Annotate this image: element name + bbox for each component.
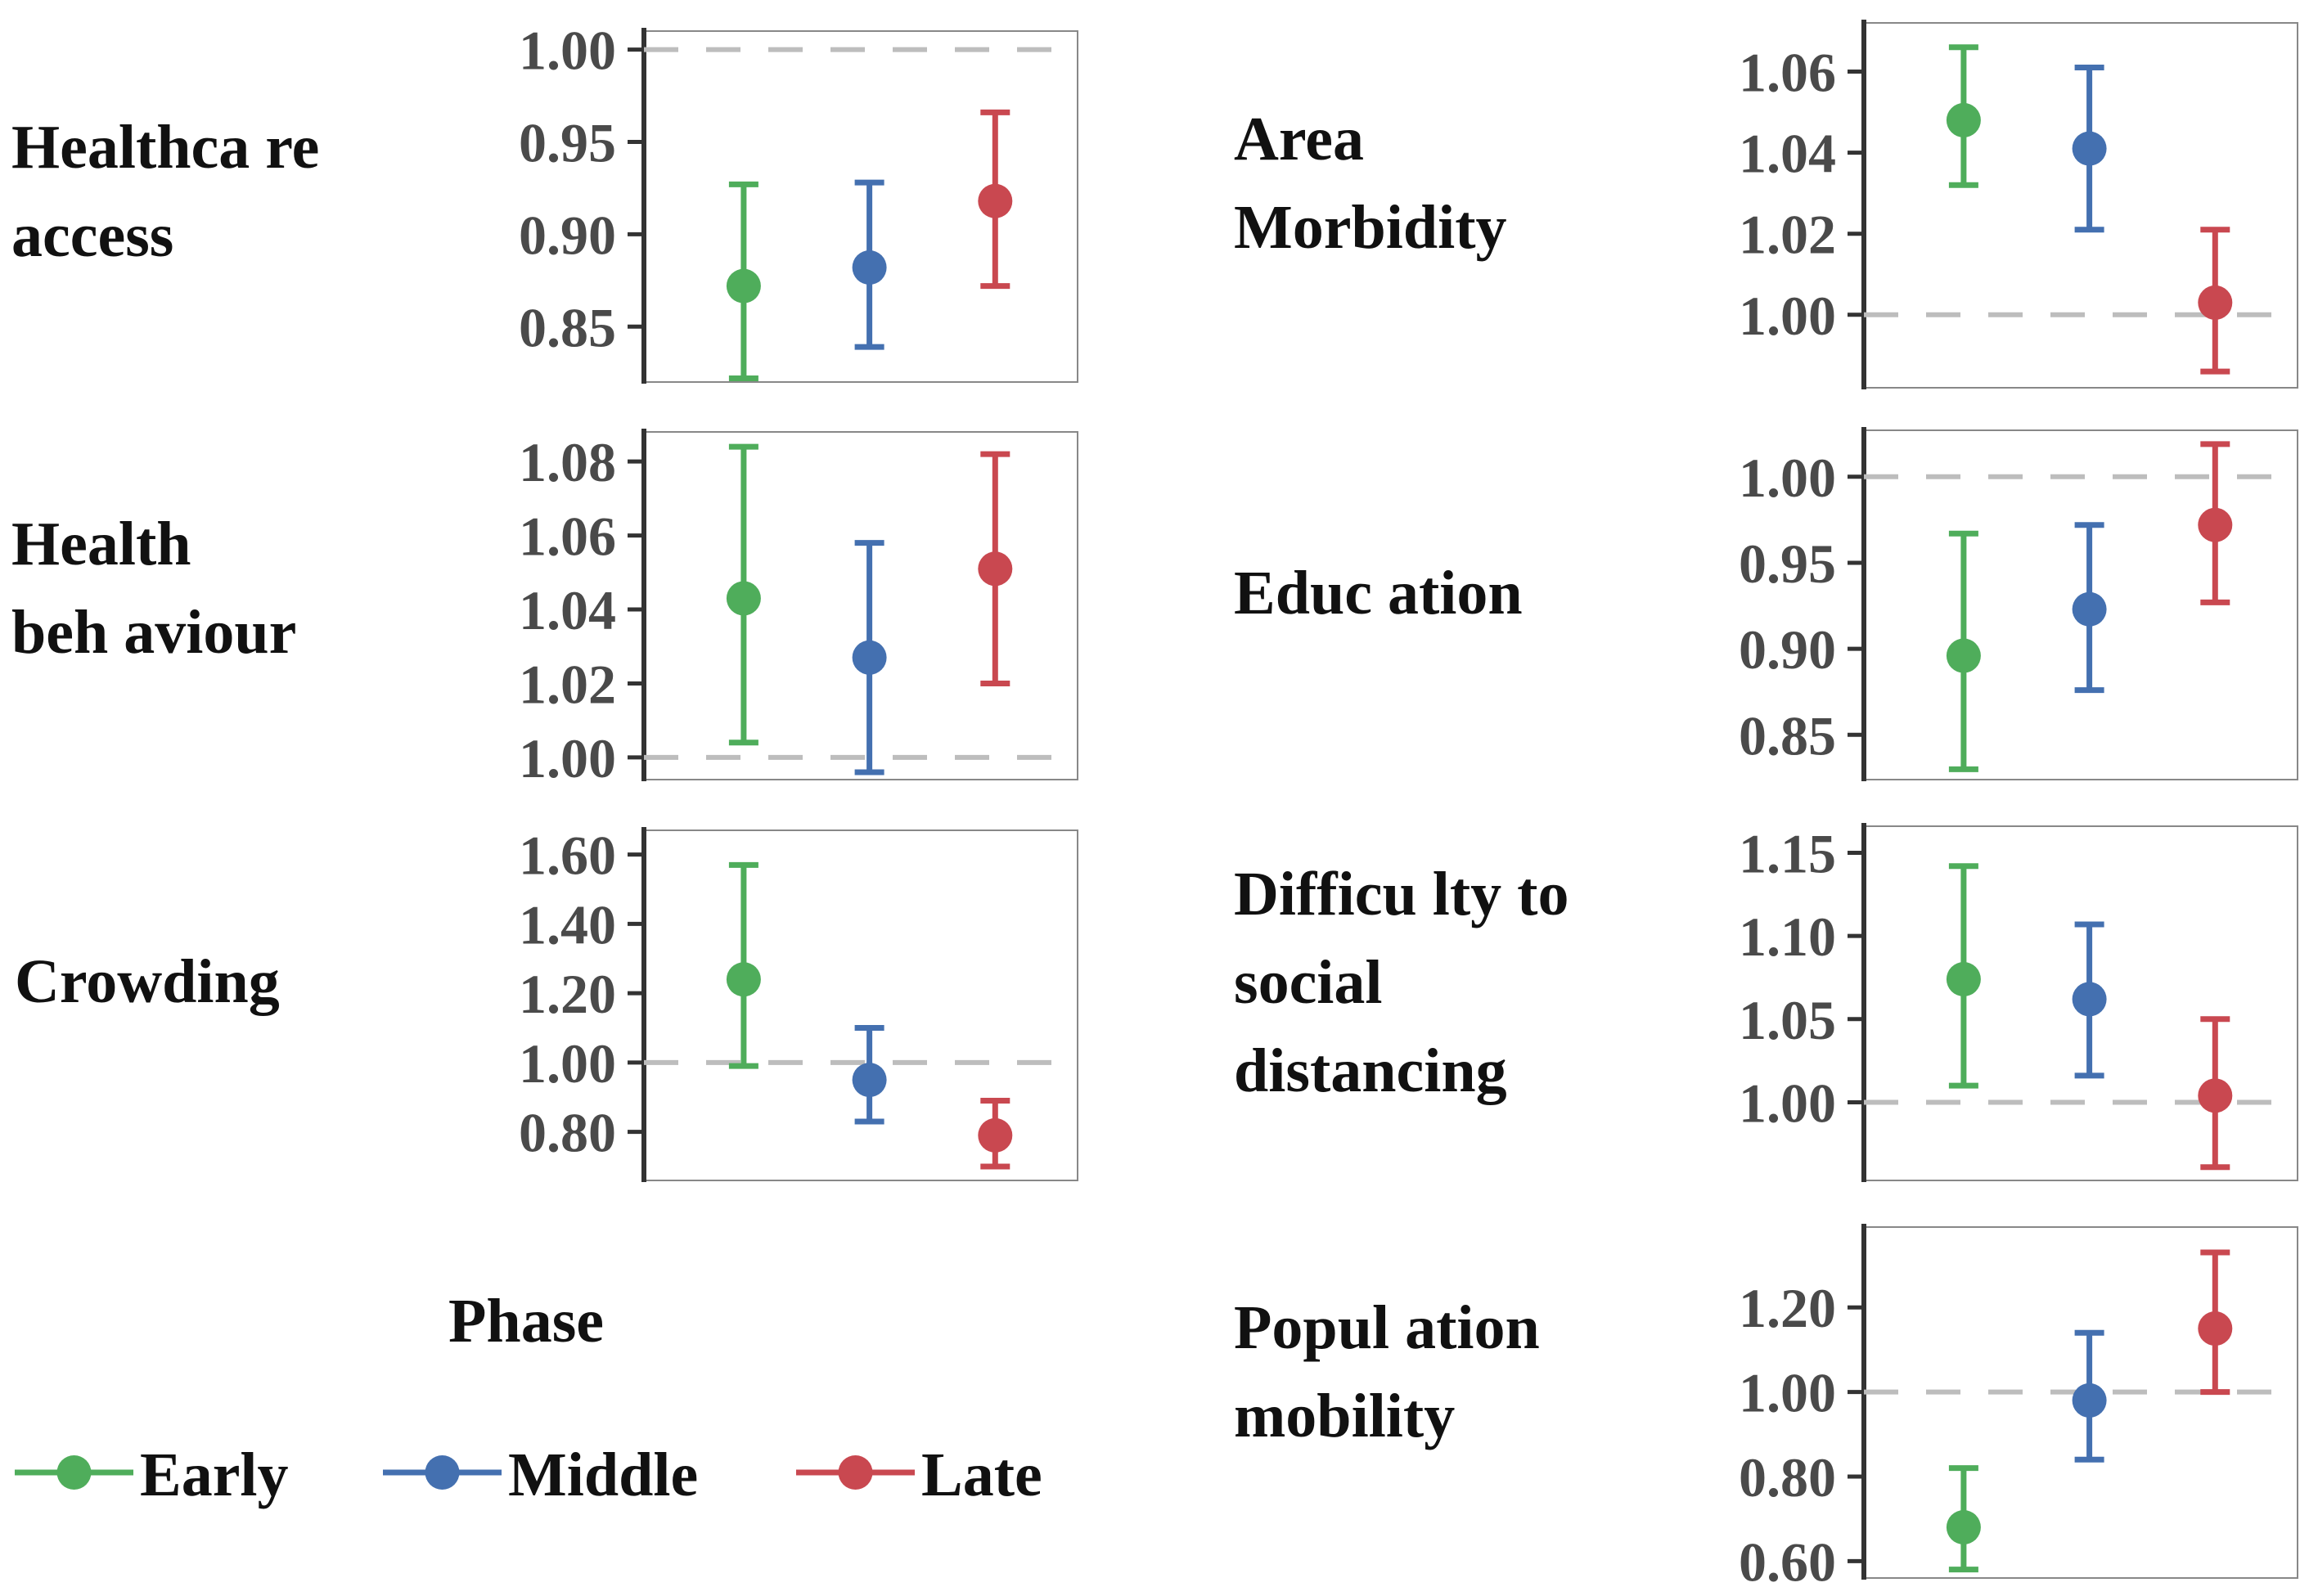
panel-health-behaviour-late-point: [978, 551, 1013, 587]
legend-item-late-label: Late: [921, 1441, 1042, 1509]
panel-health-behaviour-frame: [643, 431, 1078, 780]
legend: Phase Early Middle Late: [15, 1287, 1042, 1509]
panel-area-morbidity-tick-label: 1.00: [1739, 285, 1836, 347]
panel-education-tick-label: 1.00: [1739, 447, 1836, 509]
panel-population-mobility-title-line: Popul ation: [1234, 1293, 1540, 1362]
panel-education-early-point: [1946, 638, 1981, 673]
legend-item-late: Late: [796, 1441, 1042, 1509]
panel-area-morbidity-frame: [1863, 22, 2298, 389]
panel-crowding-tick-label: 1.00: [519, 1032, 616, 1095]
panel-population-mobility-tick-label: 1.20: [1739, 1277, 1836, 1339]
panel-crowding-tick-label: 1.40: [519, 893, 616, 955]
legend-phase-title: Phase: [448, 1287, 604, 1355]
panel-population-mobility-middle-point: [2072, 1382, 2107, 1418]
panel-education-tick-label: 0.90: [1739, 618, 1836, 681]
panel-crowding-tick-label: 1.20: [519, 963, 616, 1025]
panel-health-behaviour-tick-label: 1.02: [519, 653, 616, 715]
panel-population-mobility-early-point: [1946, 1509, 1981, 1544]
panel-difficulty-to-social-distancing-title-line: Difficu lty to: [1234, 860, 1569, 928]
panel-education-title-line: Educ ation: [1234, 559, 1523, 627]
panel-area-morbidity: 1.00 1.02 1.04 1.06 Area Morbidity: [1234, 20, 2298, 389]
legend-item-middle-label: Middle: [508, 1441, 698, 1509]
panel-healthcare-access-title-line: Healthca re: [11, 113, 319, 182]
panel-difficulty-to-social-distancing-tick-label: 1.10: [1739, 906, 1836, 968]
legend-item-early-marker: [56, 1455, 92, 1490]
panel-difficulty-to-social-distancing-tick-label: 1.05: [1739, 989, 1836, 1051]
panel-health-behaviour: 1.00 1.02 1.04 1.06 1.08 Health beh aviour: [11, 429, 1078, 789]
panel-health-behaviour-tick-label: 1.00: [519, 727, 616, 789]
panel-healthcare-access-tick-label: 0.95: [519, 111, 616, 173]
panel-healthcare-access-tick-label: 0.90: [519, 204, 616, 266]
panel-crowding-middle-point: [852, 1063, 887, 1098]
panel-crowding-tick-label: 0.80: [519, 1102, 616, 1164]
panel-area-morbidity-early-point: [1946, 102, 1981, 137]
panel-difficulty-to-social-distancing-early-point: [1946, 962, 1981, 997]
legend-item-middle: Middle: [383, 1441, 698, 1509]
panel-area-morbidity-tick-label: 1.06: [1739, 41, 1836, 103]
panel-healthcare-access-early-point: [726, 268, 761, 303]
panel-area-morbidity-title-line: Morbidity: [1234, 193, 1507, 262]
panel-crowding-early-point: [726, 962, 761, 997]
panel-healthcare-access-middle-point: [852, 250, 887, 285]
panel-difficulty-to-social-distancing-tick-label: 1.15: [1739, 823, 1836, 885]
panel-difficulty-to-social-distancing-late-point: [2198, 1078, 2233, 1113]
panel-crowding: 0.80 1.00 1.20 1.401.60 Crowding: [15, 825, 1078, 1182]
panel-population-mobility-title-line: mobility: [1234, 1382, 1455, 1450]
panel-health-behaviour-middle-point: [852, 640, 887, 675]
panel-difficulty-to-social-distancing-title-line: social: [1234, 948, 1383, 1017]
panel-area-morbidity-tick-label: 1.04: [1739, 123, 1836, 185]
panel-health-behaviour-early-point: [726, 581, 761, 616]
panel-area-morbidity-tick-label: 1.02: [1739, 204, 1836, 266]
panel-area-morbidity-middle-point: [2072, 131, 2107, 166]
panel-health-behaviour-title-line: Health: [11, 510, 191, 578]
panel-healthcare-access-late-point: [978, 183, 1013, 218]
panel-difficulty-to-social-distancing-title-line: distancing: [1234, 1036, 1507, 1105]
panel-crowding-tick-label: 1.60: [519, 825, 616, 887]
panel-area-morbidity-title-line: Area: [1234, 105, 1364, 173]
panel-population-mobility-tick-label: 0.60: [1739, 1531, 1836, 1593]
legend-item-late-marker: [838, 1455, 873, 1490]
panel-healthcare-access-tick-label: 0.85: [519, 296, 616, 358]
panel-education-tick-label: 0.95: [1739, 533, 1836, 595]
panel-education-tick-label: 0.85: [1739, 704, 1836, 767]
panel-healthcare-access: 0.85 0.90 0.95 1.00 Healthca re access: [11, 20, 1078, 384]
panel-education-late-point: [2198, 507, 2233, 542]
panel-education-middle-point: [2072, 591, 2107, 627]
panel-crowding-title-line: Crowding: [15, 947, 280, 1016]
legend-item-early: Early: [15, 1441, 289, 1509]
panel-difficulty-to-social-distancing: 1.00 1.05 1.10 1.15 Difficu lty to social dist…: [1234, 823, 2298, 1182]
panel-population-mobility-tick-label: 0.80: [1739, 1446, 1836, 1508]
panel-healthcare-access-title-line: access: [11, 201, 173, 270]
panel-crowding-late-point: [978, 1117, 1013, 1153]
panel-area-morbidity-late-point: [2198, 285, 2233, 320]
panel-health-behaviour-title-line: beh aviour: [11, 598, 296, 667]
panel-difficulty-to-social-distancing-tick-label: 1.00: [1739, 1072, 1836, 1134]
panel-difficulty-to-social-distancing-middle-point: [2072, 982, 2107, 1017]
panel-crowding-frame: [643, 829, 1078, 1181]
panel-health-behaviour-tick-label: 1.06: [519, 506, 616, 568]
panel-health-behaviour-tick-label: 1.08: [519, 431, 616, 493]
panel-population-mobility-tick-label: 1.00: [1739, 1362, 1836, 1424]
panel-healthcare-access-tick-label: 1.00: [519, 20, 616, 82]
panel-population-mobility-late-point: [2198, 1311, 2233, 1346]
legend-item-early-label: Early: [140, 1441, 289, 1509]
legend-item-middle-marker: [425, 1455, 460, 1490]
panel-education: 0.85 0.90 0.95 1.00 Educ ation: [1234, 427, 2298, 781]
panel-health-behaviour-tick-label: 1.04: [519, 579, 616, 641]
panel-population-mobility: 0.60 0.80 1.00 1.20 Popul ation mobility: [1234, 1224, 2298, 1593]
panel-healthcare-access-frame: [643, 30, 1078, 383]
